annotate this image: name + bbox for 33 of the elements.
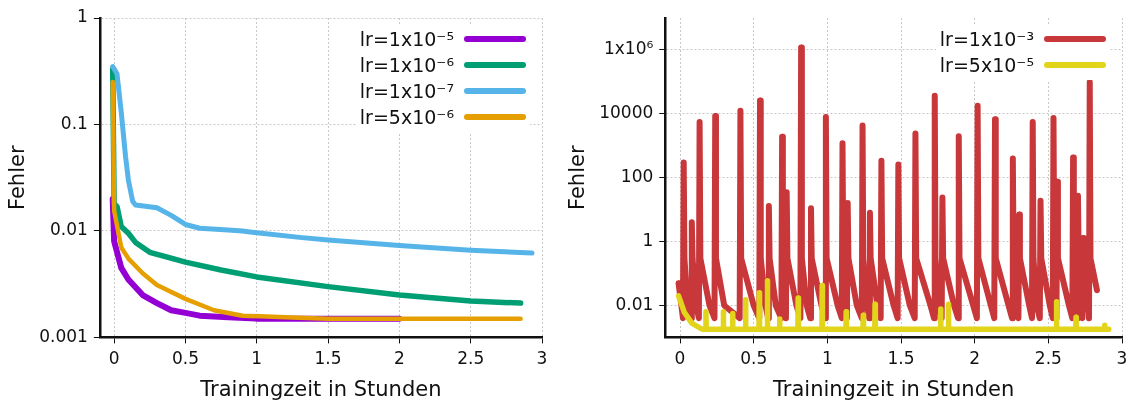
x-tick-label: 1.5 <box>314 348 342 369</box>
x-tick-label: 0.5 <box>740 348 768 369</box>
x-tick-label: 2.5 <box>457 348 485 369</box>
y-axis-title: Fehler <box>565 145 590 210</box>
x-tick-label: 1 <box>251 348 263 369</box>
y-tick-label: 0.01 <box>615 293 654 314</box>
legend-label: lr=1x10⁻⁶ <box>359 54 454 76</box>
x-axis-title: Trainingzeit in Stunden <box>772 376 1015 401</box>
y-tick-label: 100 <box>620 166 654 187</box>
x-tick-label: 2.5 <box>1034 348 1062 369</box>
x-tick-label: 3 <box>1116 348 1128 369</box>
x-tick-label: 0 <box>108 348 120 369</box>
x-tick-label: 3 <box>536 348 548 369</box>
x-tick-label: 1 <box>821 348 833 369</box>
y-tick-label: 10000 <box>599 102 654 123</box>
legend-label: lr=1x10⁻⁷ <box>359 80 454 102</box>
y-tick-label: 1 <box>642 230 654 250</box>
x-tick-label: 2 <box>969 348 981 369</box>
y-axis-title: Fehler <box>5 145 30 210</box>
x-axis-title: Trainingzeit in Stunden <box>199 376 442 401</box>
x-tick-label: 0 <box>674 348 686 369</box>
y-tick-label: 0.1 <box>60 112 88 133</box>
legend-label: lr=5x10⁻⁶ <box>359 106 454 128</box>
y-tick-label: 0.01 <box>50 219 88 240</box>
y-tick-label: 1 <box>77 6 88 27</box>
legend-label: lr=1x10⁻³ <box>939 28 1034 50</box>
y-tick-label: 0.001 <box>39 325 88 346</box>
x-tick-label: 2 <box>393 348 405 369</box>
y-tick-label: 1x10⁶ <box>603 38 654 59</box>
x-tick-label: 1.5 <box>887 348 915 369</box>
legend-label: lr=5x10⁻⁵ <box>939 54 1034 76</box>
x-tick-label: 0.5 <box>171 348 199 369</box>
legend-label: lr=1x10⁻⁵ <box>359 28 454 50</box>
